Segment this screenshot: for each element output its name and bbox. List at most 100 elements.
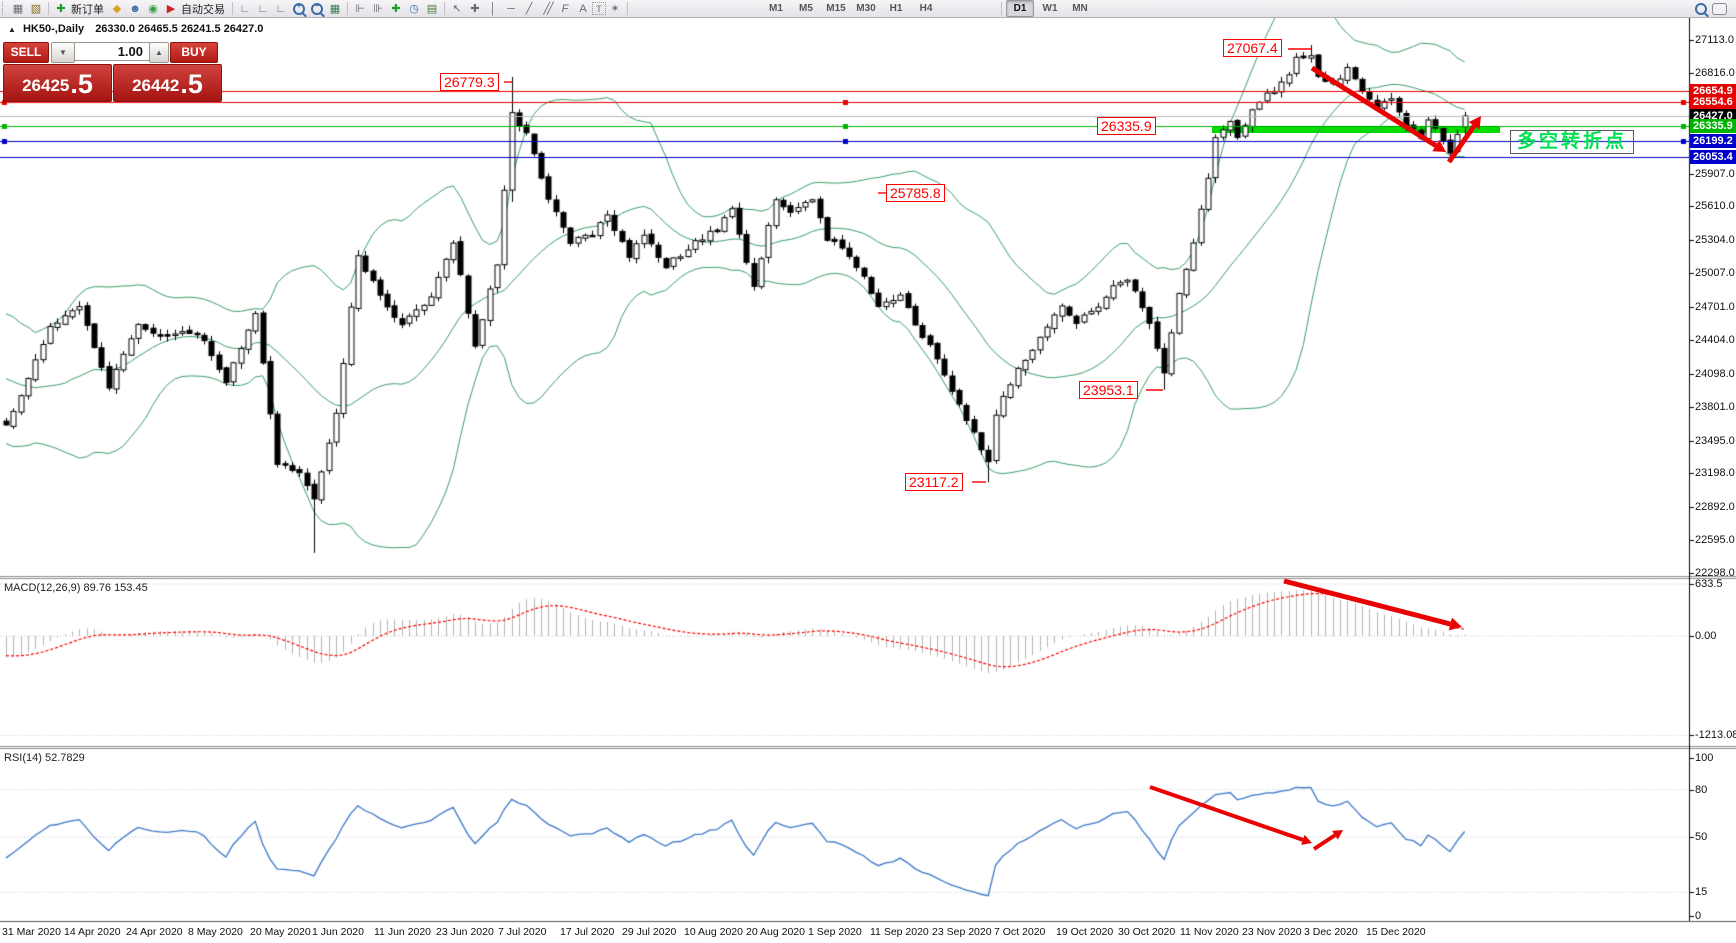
timeframe-mn[interactable]: MN	[1072, 3, 1088, 14]
price-badge: 26335.9	[1690, 119, 1736, 134]
buy-button[interactable]: BUY	[170, 42, 218, 63]
price-axis-tick: 24701.0	[1695, 301, 1735, 313]
rsi-axis-tick: 15	[1695, 886, 1708, 899]
rsi-axis-tick: 50	[1695, 831, 1708, 843]
sell-price-pip: .5	[70, 69, 93, 99]
price-badge: 26053.4	[1690, 150, 1736, 165]
price-axis-tick: 22298.0	[1695, 567, 1735, 579]
step-forward-icon[interactable]: ⊪	[373, 3, 383, 15]
new-order-button[interactable]: 新订单	[71, 3, 104, 16]
date-axis-label: 8 May 2020	[188, 926, 243, 938]
date-axis-label: 1 Jun 2020	[312, 926, 364, 938]
date-axis-label: 1 Sep 2020	[808, 926, 862, 938]
timeframe-h1[interactable]: H1	[889, 3, 903, 14]
chat-icon[interactable]: 1	[1710, 1, 1728, 16]
symbol-collapse-icon[interactable]: ▲	[8, 25, 16, 34]
chart-title: ▲ HK50-,Daily 26330.0 26465.5 26241.5 26…	[8, 23, 263, 35]
date-axis-label: 3 Dec 2020	[1304, 926, 1358, 938]
main-toolbar: ▦ ▧ ✚ 新订单 ◆ ☻ ◉ ▶ 自动交易 ∟ ∟ ∟ + − ▦ ⊩ ⊪ ✚…	[0, 0, 1736, 18]
cursor-icon[interactable]: ↖	[452, 3, 462, 15]
new-order-icon[interactable]: ✚	[56, 3, 66, 15]
timeframe-m1[interactable]: M1	[769, 3, 783, 14]
price-callout-label[interactable]: 26335.9	[1097, 117, 1156, 135]
vertical-line-icon[interactable]: │	[489, 2, 497, 15]
price-callout-label[interactable]: 26779.3	[440, 73, 499, 91]
price-callout-label[interactable]: 27067.4	[1223, 39, 1282, 57]
date-axis-label: 23 Jun 2020	[436, 926, 494, 938]
profile-icon[interactable]: ☻	[129, 2, 141, 15]
buy-price[interactable]: 26442.5	[113, 64, 222, 102]
channel-icon[interactable]: ╱╱	[543, 3, 553, 15]
trendline-icon[interactable]: ╱	[525, 3, 533, 15]
chart-scale-icon[interactable]: ∟	[275, 2, 287, 15]
date-axis-label: 7 Jul 2020	[498, 926, 547, 938]
add-indicator-icon[interactable]: ✚	[391, 3, 401, 15]
date-axis-label: 17 Jul 2020	[560, 926, 615, 938]
fibonacci-icon[interactable]: F	[561, 2, 569, 15]
autotrade-button[interactable]: 自动交易	[181, 3, 225, 16]
timeframe-h4[interactable]: H4	[919, 3, 933, 14]
price-axis-tick: 22892.0	[1695, 501, 1735, 514]
turning-point-label[interactable]: 多空转折点	[1510, 130, 1635, 154]
arrows-icon[interactable]: ✶	[610, 3, 620, 15]
price-axis-tick: 26816.0	[1695, 66, 1735, 79]
date-axis-label: 31 Mar 2020	[2, 926, 61, 938]
crosshair-icon[interactable]: ✚	[470, 3, 480, 15]
tile-windows-icon[interactable]: ▦	[329, 3, 341, 15]
periods-icon[interactable]: ◷	[409, 3, 419, 15]
autotrade-icon[interactable]: ▶	[166, 3, 176, 15]
price-callout-label[interactable]: 23117.2	[905, 473, 963, 491]
divider	[232, 2, 233, 15]
price-axis-tick: 27113.0	[1695, 34, 1734, 47]
date-axis-label: 23 Sep 2020	[932, 926, 992, 938]
date-axis-label: 29 Jul 2020	[622, 926, 677, 938]
price-badge: 26554.6	[1690, 94, 1736, 109]
date-axis-label: 15 Dec 2020	[1366, 926, 1426, 938]
zoom-in-icon[interactable]: +	[290, 1, 308, 16]
timeframe-w1[interactable]: W1	[1042, 3, 1058, 14]
text-icon[interactable]: A	[579, 2, 587, 15]
chart-autoscroll-icon[interactable]: ∟	[257, 2, 269, 15]
price-axis-tick: 23495.0	[1695, 434, 1735, 447]
timeframe-m5[interactable]: M5	[799, 3, 813, 14]
price-callout-label[interactable]: 25785.8	[886, 184, 945, 202]
ohlc-values: 26330.0 26465.5 26241.5 26427.0	[95, 23, 264, 35]
sell-button[interactable]: SELL	[3, 42, 49, 63]
search-icon[interactable]	[1692, 1, 1710, 16]
date-axis-label: 11 Jun 2020	[374, 926, 432, 938]
sell-price[interactable]: 26425.5	[3, 64, 112, 102]
step-back-icon[interactable]: ⊩	[355, 3, 365, 15]
new-window-icon[interactable]: ▦	[12, 3, 24, 15]
timeframe-d1[interactable]: D1	[1006, 0, 1034, 17]
macd-axis-tick: -1213.08	[1695, 729, 1736, 742]
buy-price-pip: .5	[180, 69, 203, 99]
date-axis-label: 11 Nov 2020	[1180, 926, 1239, 938]
text-label-icon[interactable]: T	[592, 2, 606, 15]
timeframe-m30[interactable]: M30	[856, 3, 876, 14]
divider	[1001, 2, 1002, 15]
price-axis-tick: 24404.0	[1695, 333, 1735, 346]
templates-icon[interactable]: ▤	[426, 3, 438, 15]
divider	[347, 2, 348, 15]
volume-down-button[interactable]: ▼	[51, 42, 75, 63]
date-axis-label: 11 Sep 2020	[870, 926, 929, 938]
price-axis-tick: 23198.0	[1695, 467, 1735, 480]
price-callout-label[interactable]: 23953.1	[1079, 381, 1138, 399]
zoom-out-icon[interactable]: −	[308, 1, 326, 16]
signal-icon[interactable]: ◉	[148, 3, 158, 15]
price-badge: 26199.2	[1690, 134, 1736, 149]
volume-input[interactable]: 1.00	[74, 42, 150, 61]
chart-profile-icon[interactable]: ▧	[30, 3, 42, 15]
timeframe-m15[interactable]: M15	[826, 3, 846, 14]
date-axis-label: 10 Aug 2020	[684, 926, 743, 938]
date-axis-label: 20 May 2020	[250, 926, 311, 938]
chart-shift-icon[interactable]: ∟	[239, 2, 251, 15]
macd-label: MACD(12,26,9) 89.76 153.45	[4, 582, 148, 594]
rsi-axis-tick: 0	[1695, 910, 1702, 922]
styles-icon[interactable]: ◆	[112, 3, 122, 15]
macd-axis-tick: 0.00	[1695, 630, 1717, 642]
horizontal-line-icon[interactable]: ─	[507, 2, 515, 15]
volume-up-button[interactable]: ▲	[149, 42, 169, 63]
